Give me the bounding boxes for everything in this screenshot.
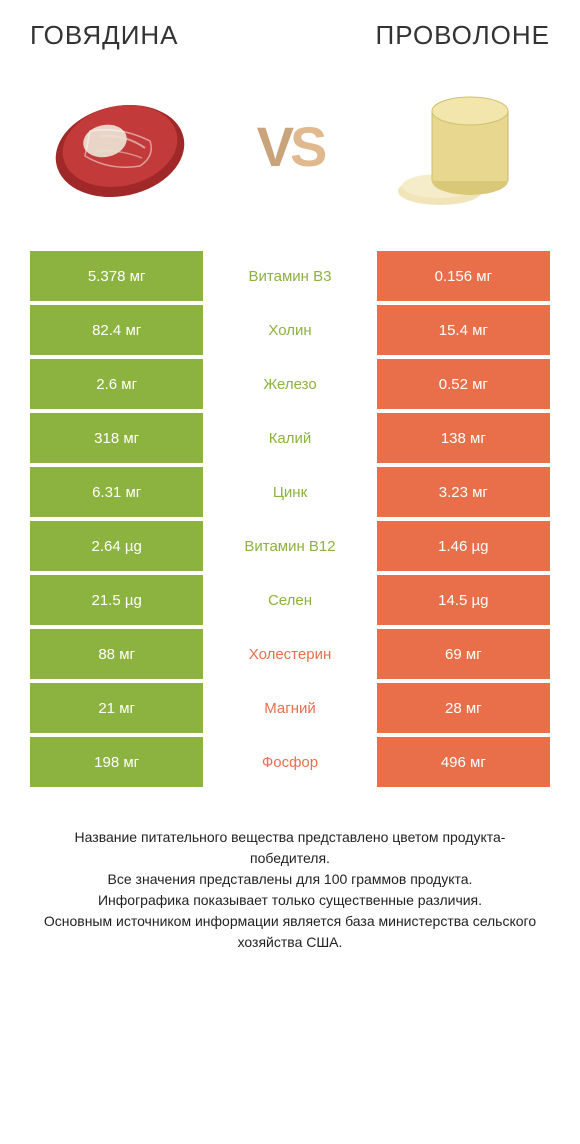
cheese-icon [385,76,525,216]
cell-center: Витамин B3 [203,251,376,301]
cell-center: Железо [203,359,376,409]
footnote-line: Основным источником информации является … [35,911,545,953]
footnote-line: Все значения представлены для 100 граммо… [35,869,545,890]
cell-center: Селен [203,575,376,625]
table-row: 318 мгКалий138 мг [30,413,550,463]
cell-right: 1.46 µg [377,521,550,571]
title-right: ПРОВОЛОНЕ [376,20,551,51]
cell-center: Калий [203,413,376,463]
beef-icon [50,86,200,206]
cell-left: 5.378 мг [30,251,203,301]
table-row: 82.4 мгХолин15.4 мг [30,305,550,355]
cell-left: 6.31 мг [30,467,203,517]
infographic-container: ГОВЯДИНА ПРОВОЛОНЕ VS [0,0,580,973]
table-row: 5.378 мгВитамин B30.156 мг [30,251,550,301]
header-row: ГОВЯДИНА ПРОВОЛОНЕ [30,20,550,51]
cell-right: 3.23 мг [377,467,550,517]
images-row: VS [30,71,550,221]
cell-right: 0.156 мг [377,251,550,301]
cell-center: Витамин B12 [203,521,376,571]
cell-left: 2.6 мг [30,359,203,409]
cell-right: 69 мг [377,629,550,679]
cell-right: 14.5 µg [377,575,550,625]
cell-left: 82.4 мг [30,305,203,355]
table-row: 2.64 µgВитамин B121.46 µg [30,521,550,571]
cell-center: Цинк [203,467,376,517]
cheese-image [375,71,535,221]
cell-left: 88 мг [30,629,203,679]
footnote: Название питательного вещества представл… [30,827,550,953]
cell-left: 21.5 µg [30,575,203,625]
cell-right: 496 мг [377,737,550,787]
beef-image [45,71,205,221]
table-row: 88 мгХолестерин69 мг [30,629,550,679]
cell-right: 15.4 мг [377,305,550,355]
cell-left: 21 мг [30,683,203,733]
title-left: ГОВЯДИНА [30,20,179,51]
table-row: 6.31 мгЦинк3.23 мг [30,467,550,517]
cell-right: 28 мг [377,683,550,733]
cell-right: 138 мг [377,413,550,463]
table-row: 2.6 мгЖелезо0.52 мг [30,359,550,409]
comparison-table: 5.378 мгВитамин B30.156 мг82.4 мгХолин15… [30,251,550,787]
cell-left: 198 мг [30,737,203,787]
cell-left: 2.64 µg [30,521,203,571]
table-row: 198 мгФосфор496 мг [30,737,550,787]
table-row: 21 мгМагний28 мг [30,683,550,733]
cell-left: 318 мг [30,413,203,463]
cell-center: Фосфор [203,737,376,787]
footnote-line: Инфографика показывает только существенн… [35,890,545,911]
cell-right: 0.52 мг [377,359,550,409]
cell-center: Магний [203,683,376,733]
vs-label: VS [257,114,324,179]
table-row: 21.5 µgСелен14.5 µg [30,575,550,625]
footnote-line: Название питательного вещества представл… [35,827,545,869]
cell-center: Холестерин [203,629,376,679]
cell-center: Холин [203,305,376,355]
